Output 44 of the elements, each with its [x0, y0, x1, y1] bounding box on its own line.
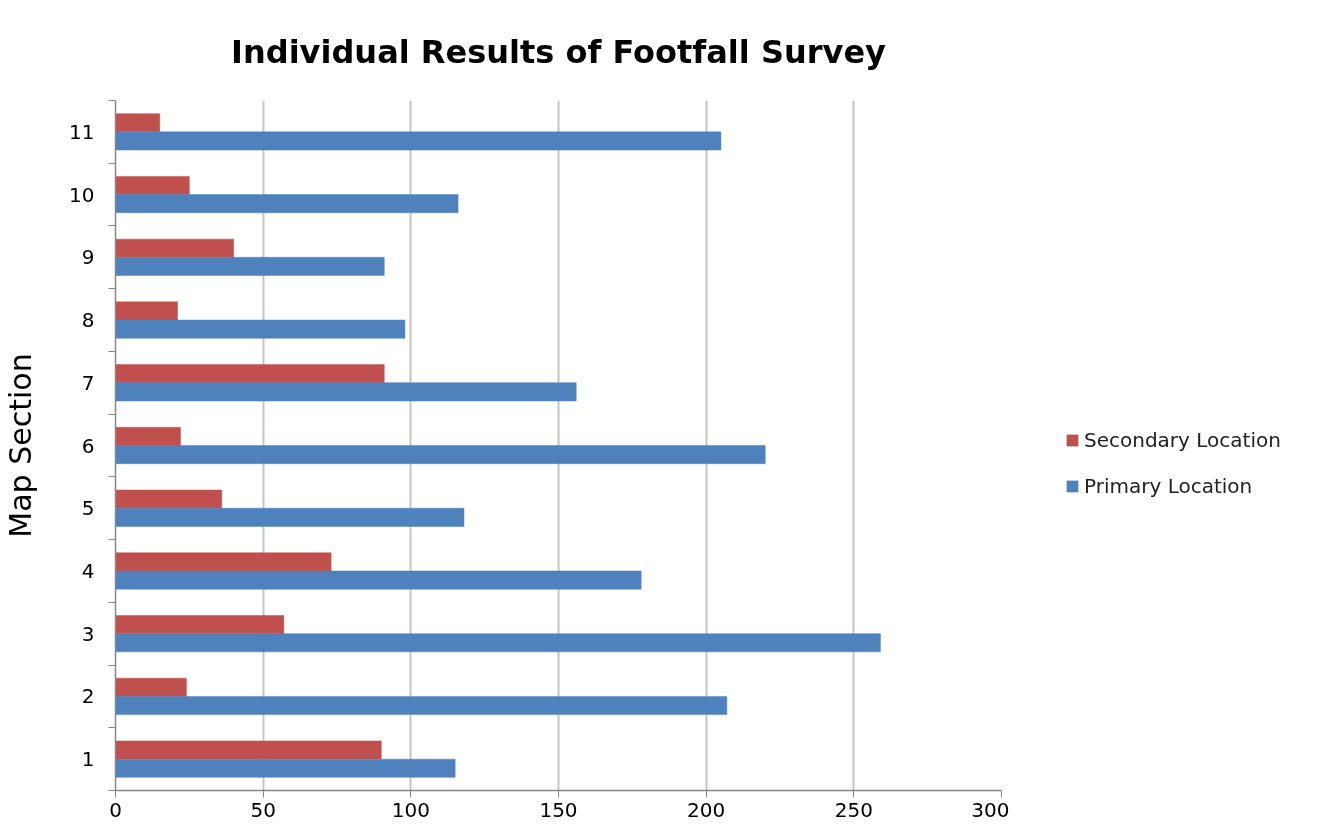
- y-tick-label: 11: [69, 119, 95, 144]
- y-tick-label: 2: [81, 684, 95, 709]
- y-tick-label: 3: [81, 621, 95, 646]
- bar: [115, 427, 181, 446]
- y-tick-label: 7: [81, 370, 95, 395]
- y-tick-label: 6: [81, 433, 95, 458]
- y-axis-title: Map Section: [3, 353, 39, 538]
- x-tick-label: 200: [687, 797, 726, 822]
- x-tick-label: 100: [391, 797, 430, 822]
- bar: [115, 131, 722, 151]
- legend-label: Primary Location: [1084, 474, 1253, 498]
- bar: [115, 257, 385, 276]
- y-tick-label: 4: [81, 558, 95, 583]
- bar: [115, 740, 382, 760]
- y-tick-label: 10: [69, 182, 95, 207]
- y-tick-label: 8: [81, 308, 95, 333]
- bar: [115, 364, 385, 384]
- x-tick-label: 150: [539, 797, 578, 822]
- bar: [115, 445, 766, 464]
- x-tick-label: 250: [834, 797, 873, 822]
- bar: [115, 633, 881, 653]
- bar: [115, 489, 223, 509]
- bar: [115, 301, 178, 321]
- legend-label: Secondary Location: [1084, 428, 1281, 452]
- bar: [115, 677, 187, 697]
- x-tick-label: 300: [971, 797, 1010, 822]
- bar: [115, 194, 459, 214]
- y-tick-label: 1: [81, 747, 95, 772]
- bar: [115, 615, 285, 634]
- bar: [115, 176, 190, 195]
- x-tick-label: 0: [109, 797, 122, 822]
- bar: [115, 570, 642, 590]
- bar: [115, 382, 577, 402]
- y-tick-label: 9: [81, 245, 95, 270]
- bar: [115, 113, 161, 133]
- bar: [115, 238, 234, 258]
- bar: [115, 552, 332, 572]
- bar: [115, 507, 465, 527]
- chart-title: Individual Results of Footfall Survey: [231, 32, 887, 71]
- y-tick-label: 5: [81, 496, 95, 521]
- x-tick-label: 50: [250, 797, 276, 822]
- bar: [115, 696, 728, 715]
- bar: [115, 758, 456, 778]
- bar: [115, 319, 406, 339]
